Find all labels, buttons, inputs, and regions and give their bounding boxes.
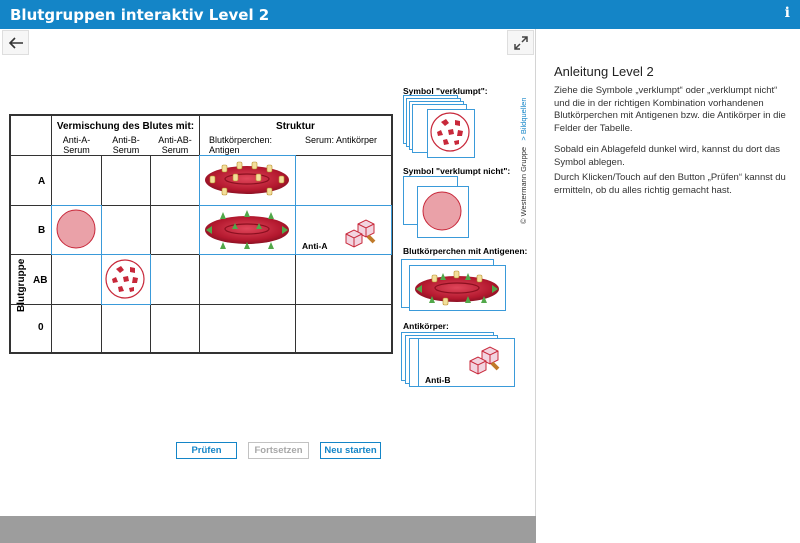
header-structure: Struktur <box>276 121 315 132</box>
source-antibody[interactable]: Anti-B <box>418 338 515 387</box>
col-serum-antibody: Serum: Antikörper <box>305 135 378 145</box>
instructions-paragraph-3: Durch Klicken/Touch auf den Button „Prüf… <box>554 172 786 196</box>
check-button[interactable]: Prüfen <box>176 442 237 459</box>
instructions-paragraph-2: Sobald ein Ablagefeld dunkel wird, kanns… <box>554 144 781 168</box>
placed-cell-antigen-a[interactable] <box>199 155 296 206</box>
info-icon[interactable]: i <box>784 5 790 21</box>
label-symbol-clumped: Symbol "verklumpt": <box>403 86 488 96</box>
row-label-a: A <box>38 176 46 187</box>
row-label-ab: AB <box>33 275 48 286</box>
placed-clumped[interactable] <box>101 254 151 305</box>
title-bar: Blutgruppen interaktiv Level 2 i <box>0 0 800 29</box>
axis-blood-group: Blutgruppe <box>16 258 27 312</box>
image-sources-link[interactable]: > Bildquellen <box>519 97 528 141</box>
placed-antibody-label: Anti-A <box>302 241 328 251</box>
placed-not-clumped[interactable] <box>51 205 102 255</box>
label-cells-with-antigens: Blutkörperchen mit Antigenen: <box>403 246 528 256</box>
instructions-heading: Anleitung Level 2 <box>554 64 654 79</box>
label-symbol-not-clumped: Symbol "verklumpt nicht": <box>403 166 511 176</box>
col-anti-a-serum: Anti-A- Serum <box>62 135 91 155</box>
instructions-paragraph-1: Ziehe die Symbole „verklumpt“ oder „verk… <box>554 85 786 134</box>
instructions-panel: Anleitung Level 2 Ziehe die Symbole „ver… <box>537 29 800 543</box>
expand-icon <box>513 35 528 50</box>
source-cell-antigens[interactable] <box>409 265 506 311</box>
fullscreen-button[interactable] <box>507 30 534 55</box>
continue-button[interactable]: Fortsetzen <box>248 442 309 459</box>
back-button[interactable] <box>2 30 29 55</box>
header-blood-mixing: Vermischung des Blutes mit: <box>56 121 195 132</box>
row-label-b: B <box>38 225 46 236</box>
restart-button[interactable]: Neu starten <box>320 442 381 459</box>
source-clumped-symbol[interactable] <box>427 109 475 158</box>
label-antibodies: Antikörper: <box>403 321 449 331</box>
row-label-0: 0 <box>38 322 44 333</box>
col-cells-antigen: Blutkörperchen: Antigen <box>209 135 273 155</box>
arrow-left-icon <box>8 36 23 49</box>
workspace: © Westermann Gruppe > Bildquellen Vermis… <box>0 29 536 543</box>
placed-cell-antigen-b[interactable] <box>199 205 296 255</box>
source-antibody-label: Anti-B <box>425 375 451 385</box>
footer-bar <box>0 516 536 543</box>
image-credit: © Westermann Gruppe > Bildquellen <box>519 97 528 224</box>
source-not-clumped-symbol[interactable] <box>417 186 469 238</box>
col-anti-b-serum: Anti-B- Serum <box>112 135 140 155</box>
placed-antibody-a[interactable]: Anti-A <box>295 205 392 255</box>
col-anti-ab-serum: Anti-AB- Serum <box>158 135 192 155</box>
app-title: Blutgruppen interaktiv Level 2 <box>10 6 270 24</box>
